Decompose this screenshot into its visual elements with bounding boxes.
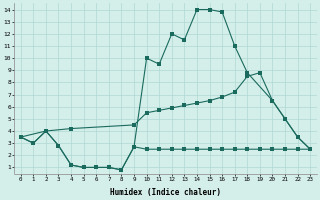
X-axis label: Humidex (Indice chaleur): Humidex (Indice chaleur) <box>110 188 221 197</box>
